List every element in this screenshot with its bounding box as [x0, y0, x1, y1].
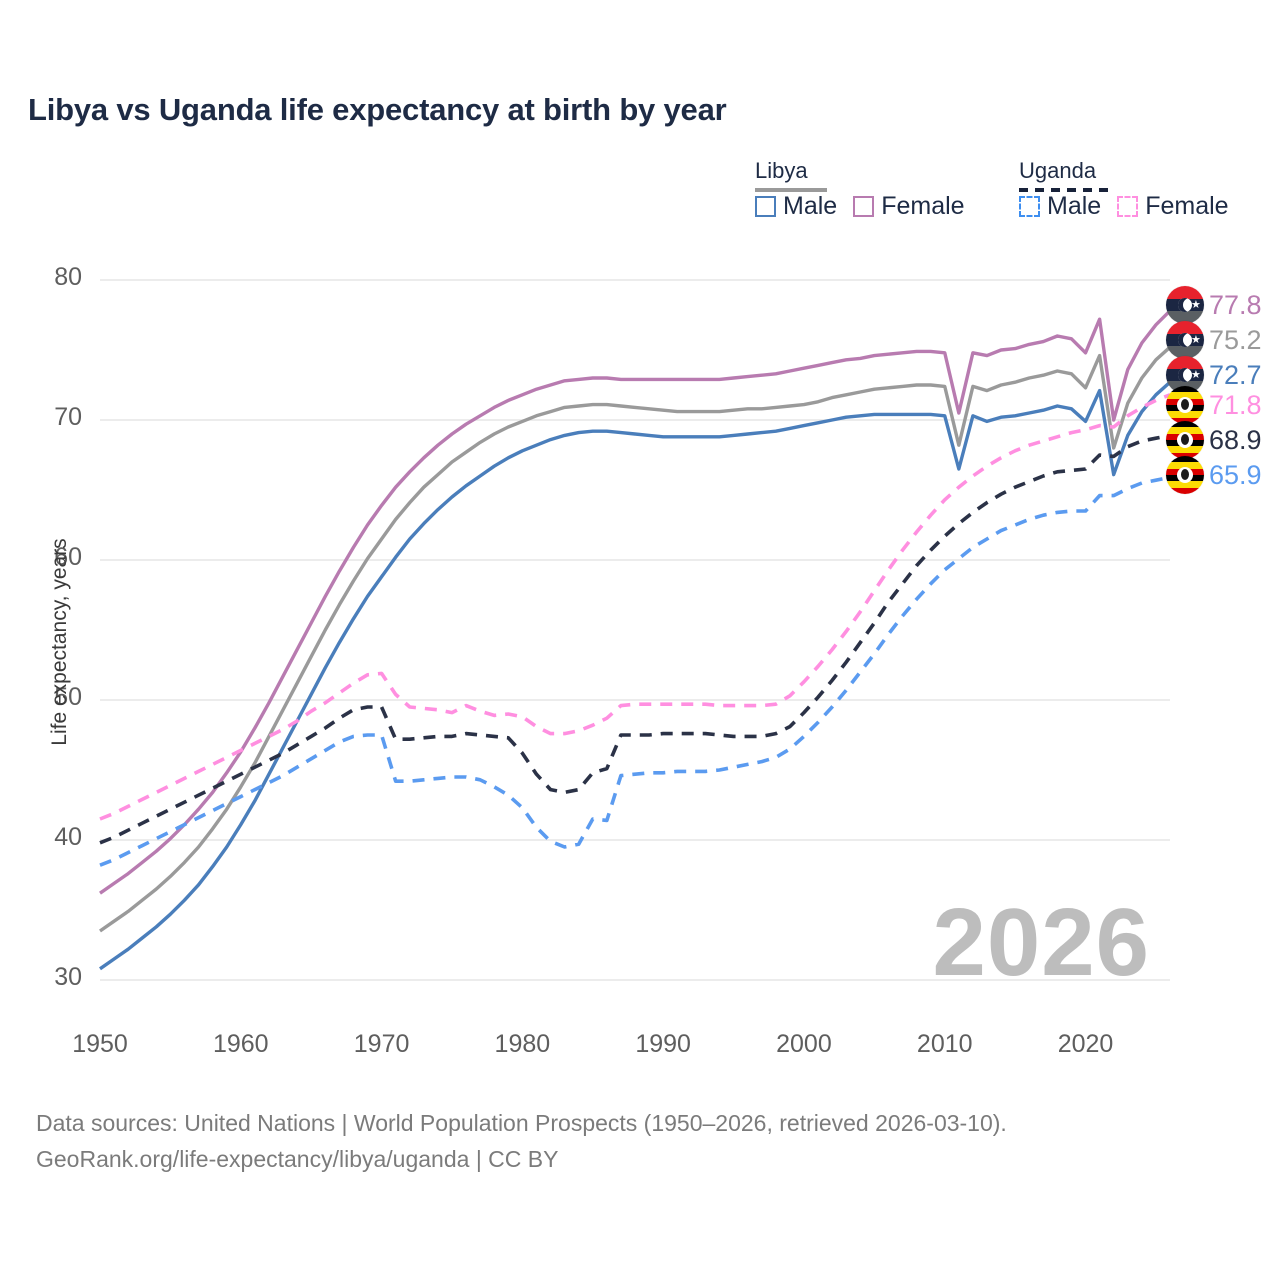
legend-rule-uganda	[1019, 188, 1108, 192]
chart-legend: Libya Male Female Uganda Male	[755, 158, 1255, 240]
endpoint-value: 72.7	[1209, 359, 1262, 390]
endpoint-label-uganda-total[interactable]: 68.9	[1166, 419, 1262, 461]
series-line-uganda-female	[99, 393, 1171, 821]
uganda-flag-icon	[1166, 456, 1204, 494]
legend-item-uganda-male[interactable]: Male	[1019, 194, 1101, 219]
series-line-uganda-total	[99, 433, 1171, 845]
uganda-flag-icon	[1166, 421, 1204, 459]
y-axis-title: Life expectancy, years	[48, 538, 71, 746]
x-tick-label: 2020	[1057, 1030, 1114, 1058]
legend-group-libya: Libya Male Female	[755, 158, 965, 219]
legend-group-title-libya: Libya	[755, 158, 808, 183]
x-tick-label: 1950	[72, 1030, 128, 1058]
legend-items-libya: Male Female	[755, 194, 965, 219]
legend-group-uganda: Uganda Male Female	[1019, 158, 1229, 219]
endpoint-value: 65.9	[1209, 459, 1262, 490]
x-tick-label: 2010	[916, 1030, 973, 1058]
x-tick-label: 2000	[776, 1030, 832, 1058]
endpoint-value: 77.8	[1209, 289, 1262, 320]
legend-swatch-icon-uganda-female	[1117, 196, 1139, 217]
libya-flag-icon: ★	[1166, 286, 1204, 324]
endpoint-value: 75.2	[1209, 324, 1262, 355]
footer-line-url[interactable]: GeoRank.org/life-expectancy/libya/uganda…	[36, 1145, 559, 1172]
legend-item-libya-female[interactable]: Female	[853, 192, 965, 220]
x-tick-label: 1990	[635, 1030, 691, 1058]
gridlines	[100, 279, 1170, 981]
series-line-libya-total	[99, 345, 1172, 933]
legend-swatch-icon-uganda-male	[1019, 196, 1040, 217]
series-line-uganda-male	[99, 475, 1171, 867]
legend-label-libya-male: Male	[783, 192, 838, 220]
legend-item-uganda-female[interactable]: Female	[1117, 192, 1229, 220]
endpoint-value: 71.8	[1209, 389, 1262, 420]
legend-items-uganda: Male Female	[1019, 194, 1229, 219]
legend-group-title-uganda: Uganda	[1019, 158, 1097, 183]
endpoint-label-libya-total[interactable]: ★ 75.2	[1166, 319, 1262, 361]
year-watermark: 2026	[932, 889, 1150, 996]
footer-line-sources: Data sources: United Nations | World Pop…	[36, 1110, 1007, 1136]
y-tick-label: 70	[54, 403, 82, 431]
page-title: Libya vs Uganda life expectancy at birth…	[28, 92, 727, 127]
legend-rule-libya	[755, 188, 827, 192]
endpoint-label-uganda-male[interactable]: 65.9	[1166, 454, 1262, 496]
y-tick-label: 40	[54, 823, 82, 851]
legend-swatch-icon-libya-male	[755, 196, 776, 217]
legend-swatch-icon-libya-female	[853, 196, 875, 217]
legend-label-uganda-male: Male	[1047, 192, 1102, 220]
endpoint-value: 68.9	[1209, 424, 1262, 455]
y-tick-label: 80	[54, 263, 82, 291]
y-tick-label: 50	[54, 683, 82, 711]
endpoint-label-uganda-female[interactable]: 71.8	[1166, 384, 1262, 426]
x-tick-label: 1970	[353, 1030, 410, 1058]
legend-label-uganda-female: Female	[1145, 192, 1229, 220]
libya-flag-icon: ★	[1166, 321, 1204, 359]
x-tick-label: 1980	[494, 1030, 551, 1058]
series-line-libya-female	[99, 309, 1172, 895]
legend-label-libya-female: Female	[881, 192, 965, 220]
y-tick-label: 30	[54, 963, 82, 991]
uganda-flag-icon	[1166, 386, 1204, 424]
endpoint-label-libya-male[interactable]: ★ 72.7	[1166, 354, 1262, 396]
footer-credits: Data sources: United Nations | World Pop…	[36, 1106, 1007, 1177]
series-lines	[99, 309, 1172, 971]
endpoint-label-libya-female[interactable]: ★ 77.8	[1166, 284, 1262, 326]
x-tick-label: 1960	[212, 1030, 269, 1058]
y-tick-label: 60	[54, 543, 82, 571]
legend-item-libya-male[interactable]: Male	[755, 194, 837, 219]
series-line-libya-male	[99, 380, 1172, 971]
